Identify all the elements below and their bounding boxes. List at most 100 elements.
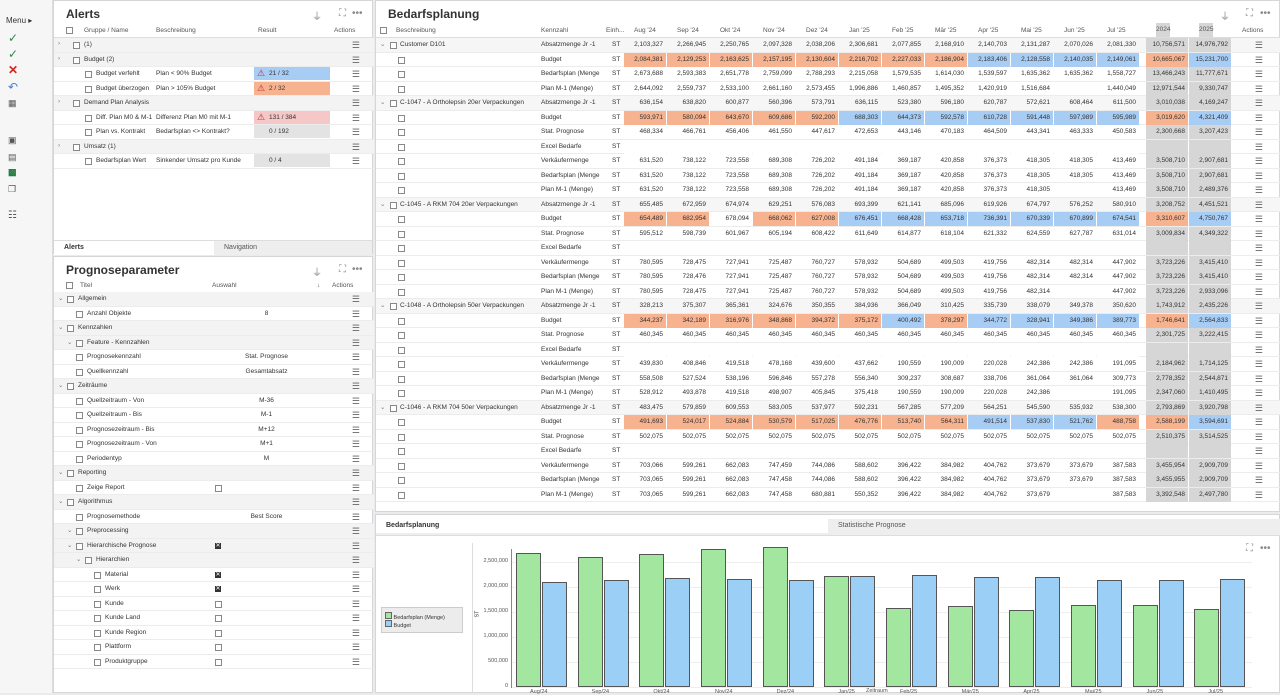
value-cell[interactable]: 15,231,700 xyxy=(1189,52,1231,67)
menu-button[interactable]: Menu ▸ xyxy=(6,16,33,25)
value-cell[interactable]: 1,635,362 xyxy=(1064,70,1093,77)
bar-budget[interactable] xyxy=(727,578,752,687)
row-checkbox[interactable] xyxy=(398,390,405,397)
bar-budget[interactable] xyxy=(542,582,567,687)
row-checkbox[interactable] xyxy=(398,448,405,455)
value-cell[interactable]: 2,593,383 xyxy=(677,70,706,77)
planning-row[interactable]: Budget ST 344,237 342,189 316,976 348,868 394,… xyxy=(376,313,1280,328)
value-cell[interactable]: 556,340 xyxy=(854,374,879,382)
planning-row[interactable]: ⌄ Customer D101 Absatzmenge Jr -1 ST 2,103,3… xyxy=(376,38,1280,53)
value-cell[interactable]: 2,651,778 xyxy=(720,70,749,77)
value-cell[interactable]: 703,065 xyxy=(639,476,664,483)
value-cell[interactable]: 610,728 xyxy=(968,110,1010,125)
row-actions-icon[interactable]: ☰ xyxy=(351,584,360,594)
row-actions-icon[interactable]: ☰ xyxy=(1254,243,1263,253)
row-checkbox[interactable] xyxy=(76,455,83,463)
value-cell[interactable]: 2,128,558 xyxy=(1011,52,1053,67)
row-checkbox[interactable] xyxy=(85,129,92,136)
bar-budget[interactable] xyxy=(1035,577,1061,687)
maximize-icon[interactable]: ⛶ xyxy=(1246,543,1253,554)
planning-row[interactable]: Bedarfsplan (Menge ST 703,065 599,261 662,08… xyxy=(376,473,1280,488)
row-checkbox[interactable] xyxy=(73,100,80,107)
row-actions-icon[interactable]: ☰ xyxy=(1254,257,1263,268)
planning-row[interactable]: ⌄ C-1046 - A RKM 704 50er Verpackungen Abs… xyxy=(376,400,1280,415)
expand-chevron-icon[interactable]: ⌄ xyxy=(58,295,64,302)
value-cell[interactable]: 3,310,607 xyxy=(1146,212,1188,226)
bar-bedarfsplan[interactable] xyxy=(1071,604,1096,687)
param-row[interactable]: Prognosezeitraum - Von M+1 ☰ xyxy=(54,437,374,452)
value-cell[interactable]: 2,673,688 xyxy=(634,70,663,77)
value-cell[interactable]: 373,679 xyxy=(1026,476,1051,483)
expand-chevron-icon[interactable]: › xyxy=(58,40,61,47)
row-actions-icon[interactable]: ☰ xyxy=(351,54,360,65)
unchecked-checkbox[interactable] xyxy=(215,484,222,492)
row-checkbox[interactable] xyxy=(398,187,405,194)
row-actions-icon[interactable]: ☰ xyxy=(1254,402,1263,413)
expand-chevron-icon[interactable]: ⌄ xyxy=(380,403,386,411)
filter-icon[interactable]: ⏚ xyxy=(312,12,322,23)
value-cell[interactable]: 384,982 xyxy=(940,476,965,483)
row-checkbox[interactable] xyxy=(76,412,83,419)
settings-sliders-icon[interactable]: ☷ xyxy=(8,210,17,221)
value-cell[interactable]: 631,520 xyxy=(639,171,664,179)
value-cell[interactable]: 418,305 xyxy=(1026,171,1051,179)
value-cell[interactable]: 389,773 xyxy=(1097,313,1139,328)
param-row[interactable]: Prognosekennzahl Stat. Prognose ☰ xyxy=(54,350,374,365)
param-row[interactable]: ⌄ Reporting ☰ xyxy=(54,466,374,481)
row-checkbox[interactable] xyxy=(390,100,397,107)
planning-row[interactable]: Verkäufermenge ST 703,066 599,261 662,083 747… xyxy=(376,458,1280,473)
bar-budget[interactable] xyxy=(788,580,814,687)
planning-row[interactable]: Budget ST 593,971 580,094 643,670 609,686 592,… xyxy=(376,110,1280,125)
calendar-icon[interactable]: ▦ xyxy=(8,98,17,108)
bar-bedarfsplan[interactable] xyxy=(762,547,788,687)
value-cell[interactable]: 2,909,709 xyxy=(1189,473,1231,487)
value-cell[interactable]: 527,524 xyxy=(682,374,707,382)
value-cell[interactable]: 316,976 xyxy=(710,313,752,328)
param-row[interactable]: ⌄ Algorithmus ☰ xyxy=(54,495,374,510)
value-cell[interactable]: 309,773 xyxy=(1112,374,1137,382)
param-row[interactable]: Periodentyp M ☰ xyxy=(54,452,374,466)
value-cell[interactable]: 689,308 xyxy=(768,171,793,179)
value-cell[interactable]: 727,941 xyxy=(725,273,750,280)
col-header[interactable]: Einh... xyxy=(606,27,625,34)
row-actions-icon[interactable]: ☰ xyxy=(351,511,360,522)
row-actions-icon[interactable]: ☰ xyxy=(1254,431,1263,442)
bar-bedarfsplan[interactable] xyxy=(1194,608,1220,687)
col-header[interactable]: 2024 xyxy=(1156,23,1171,37)
row-checkbox[interactable] xyxy=(94,644,101,651)
row-checkbox[interactable] xyxy=(94,615,101,622)
planning-row[interactable]: Stat. Prognose ST 502,075 502,075 502,075 502… xyxy=(376,429,1280,444)
row-actions-icon[interactable]: ☰ xyxy=(351,424,360,435)
row-actions-icon[interactable]: ☰ xyxy=(351,526,360,536)
row-actions-icon[interactable]: ☰ xyxy=(351,83,360,94)
value-cell[interactable]: 609,686 xyxy=(753,110,795,125)
expand-chevron-icon[interactable]: ⌄ xyxy=(58,324,64,331)
row-checkbox[interactable] xyxy=(398,288,405,296)
row-actions-icon[interactable]: ☰ xyxy=(351,395,360,406)
value-cell[interactable]: 627,008 xyxy=(796,212,838,226)
row-checkbox[interactable] xyxy=(73,42,80,49)
value-cell[interactable]: 394,372 xyxy=(796,313,838,328)
row-actions-icon[interactable]: ☰ xyxy=(351,642,360,652)
alert-row[interactable]: › (1) ☰ xyxy=(54,38,374,53)
bar-bedarfsplan[interactable] xyxy=(1009,609,1035,687)
undo-icon[interactable]: ↶ xyxy=(8,80,19,94)
row-actions-icon[interactable]: ☰ xyxy=(351,656,360,667)
row-checkbox[interactable] xyxy=(76,441,83,448)
row-actions-icon[interactable]: ☰ xyxy=(351,569,360,580)
planning-row[interactable]: ⌄ C-1047 - A Ortholepsin 20er Verpackunge… xyxy=(376,96,1280,111)
row-actions-icon[interactable]: ☰ xyxy=(1254,388,1263,398)
row-checkbox[interactable] xyxy=(76,339,83,347)
value-cell[interactable]: 643,670 xyxy=(710,110,752,125)
bar-bedarfsplan[interactable] xyxy=(824,575,850,687)
row-checkbox[interactable] xyxy=(398,491,405,499)
value-cell[interactable]: 2,564,833 xyxy=(1189,313,1231,328)
value-cell[interactable]: 1,579,535 xyxy=(892,70,921,77)
more-icon[interactable]: ••• xyxy=(1260,8,1271,19)
value-cell[interactable]: 413,469 xyxy=(1112,171,1137,179)
planning-row[interactable]: Stat. Prognose ST 460,345 460,345 460,345 460… xyxy=(376,328,1280,343)
param-row[interactable]: ⌄ Preprocessing ☰ xyxy=(54,524,374,539)
param-row[interactable]: Produktgruppe ☰ xyxy=(54,655,374,669)
value-cell[interactable]: 676,451 xyxy=(839,212,881,226)
value-cell[interactable]: 2,216,702 xyxy=(839,52,881,67)
